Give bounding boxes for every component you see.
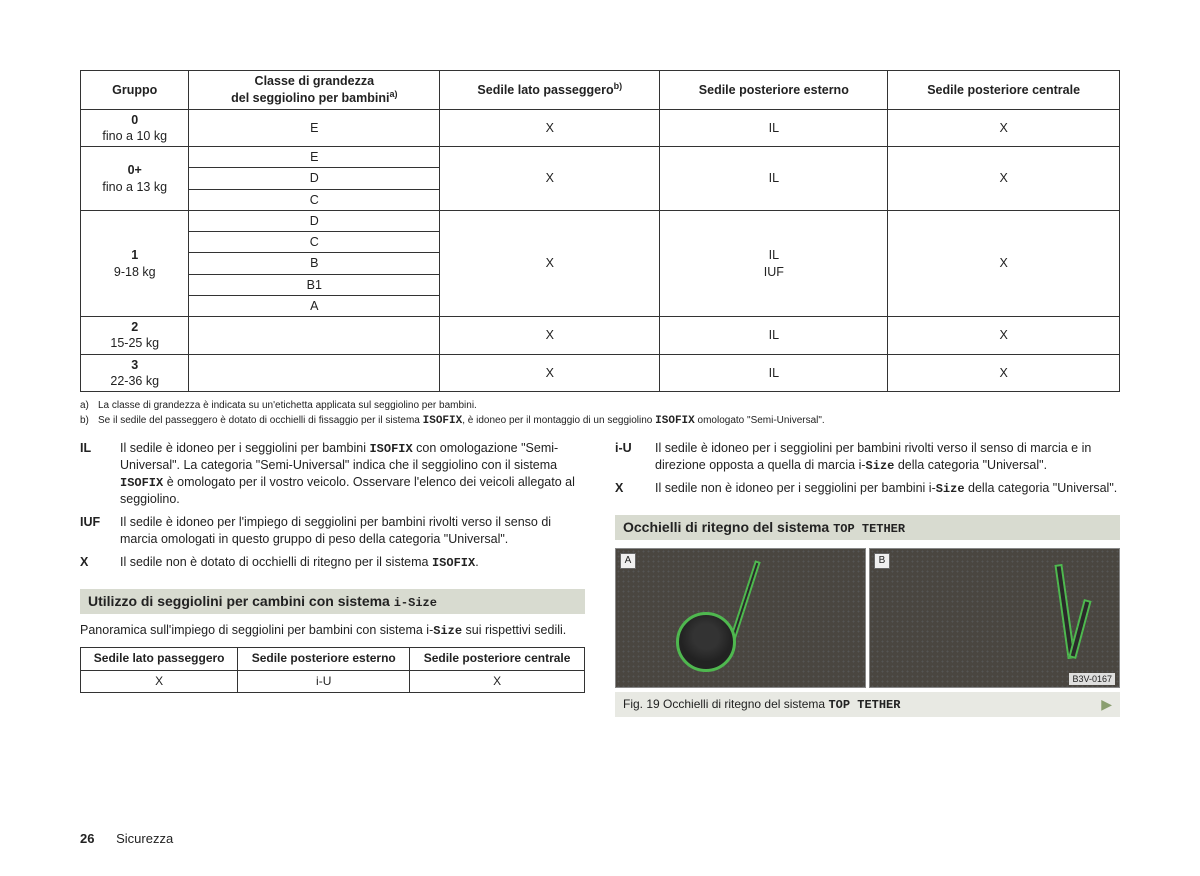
class-cell: C	[189, 189, 440, 210]
definition-row: XIl sedile non è dotato di occhielli di …	[80, 554, 585, 571]
isize-intro: Panoramica sull'impiego di seggiolini pe…	[80, 622, 585, 639]
col-classe: Classe di grandezza del seggiolino per b…	[189, 71, 440, 110]
right-column: i-UIl sedile è idoneo per i seggiolini p…	[615, 440, 1120, 717]
class-cell: B	[189, 253, 440, 274]
class-cell: D	[189, 168, 440, 189]
col-esterno: Sedile posteriore esterno	[660, 71, 888, 110]
definition-row: XIl sedile non è idoneo per i seggiolini…	[615, 480, 1120, 497]
class-cell: E	[189, 109, 440, 147]
value-cell: IL IUF	[660, 210, 888, 316]
table-footnotes: a) La classe di grandezza è indicata su …	[80, 398, 1120, 430]
section-isize-heading: Utilizzo di seggiolini per cambini con s…	[80, 589, 585, 614]
class-cell: D	[189, 210, 440, 231]
isize-table: Sedile lato passeggeroSedile posteriore …	[80, 647, 585, 693]
value-cell: X	[888, 147, 1120, 211]
value-cell: X	[888, 317, 1120, 355]
tether-image-b: B B3V-0167	[869, 548, 1120, 688]
value-cell: IL	[660, 109, 888, 147]
tether-image-a: A	[615, 548, 866, 688]
class-cell: E	[189, 147, 440, 168]
continue-arrow-icon: ▶	[1101, 696, 1112, 713]
class-cell	[189, 354, 440, 392]
content-columns: ILIl sedile è idoneo per i seggiolini pe…	[80, 440, 1120, 717]
value-cell: X	[888, 354, 1120, 392]
class-cell: B1	[189, 274, 440, 295]
value-cell: X	[888, 210, 1120, 316]
value-cell: X	[440, 147, 660, 211]
page-number: 26	[80, 831, 94, 846]
isize-header: Sedile posteriore esterno	[238, 647, 410, 670]
group-cell: 0+fino a 13 kg	[81, 147, 189, 211]
isize-cell: X	[81, 670, 238, 693]
definition-row: ILIl sedile è idoneo per i seggiolini pe…	[80, 440, 585, 508]
class-cell: C	[189, 232, 440, 253]
class-cell: A	[189, 295, 440, 316]
definition-row: i-UIl sedile è idoneo per i seggiolini p…	[615, 440, 1120, 474]
definition-row: IUFIl sedile è idoneo per l'impiego di s…	[80, 514, 585, 548]
value-cell: X	[440, 210, 660, 316]
page-footer: 26 Sicurezza	[80, 831, 173, 846]
isize-cell: X	[410, 670, 585, 693]
col-lato: Sedile lato passeggerob)	[440, 71, 660, 110]
value-cell: X	[888, 109, 1120, 147]
group-cell: 215-25 kg	[81, 317, 189, 355]
col-gruppo: Gruppo	[81, 71, 189, 110]
isofix-compatibility-table: Gruppo Classe di grandezza del seggiolin…	[80, 70, 1120, 392]
group-cell: 19-18 kg	[81, 210, 189, 316]
class-cell	[189, 317, 440, 355]
value-cell: IL	[660, 317, 888, 355]
value-cell: IL	[660, 354, 888, 392]
value-cell: X	[440, 354, 660, 392]
figure-caption: Fig. 19 Occhielli di ritegno del sistema…	[615, 692, 1120, 717]
isize-header: Sedile posteriore centrale	[410, 647, 585, 670]
left-column: ILIl sedile è idoneo per i seggiolini pe…	[80, 440, 585, 717]
value-cell: X	[440, 109, 660, 147]
col-centrale: Sedile posteriore centrale	[888, 71, 1120, 110]
isize-cell: i-U	[238, 670, 410, 693]
chapter-title: Sicurezza	[116, 831, 173, 846]
value-cell: X	[440, 317, 660, 355]
group-cell: 322-36 kg	[81, 354, 189, 392]
group-cell: 0fino a 10 kg	[81, 109, 189, 147]
isize-header: Sedile lato passeggero	[81, 647, 238, 670]
tether-image-pair: A B B3V-0167	[615, 548, 1120, 688]
value-cell: IL	[660, 147, 888, 211]
section-toptether-heading: Occhielli di ritegno del sistema TOP TET…	[615, 515, 1120, 540]
